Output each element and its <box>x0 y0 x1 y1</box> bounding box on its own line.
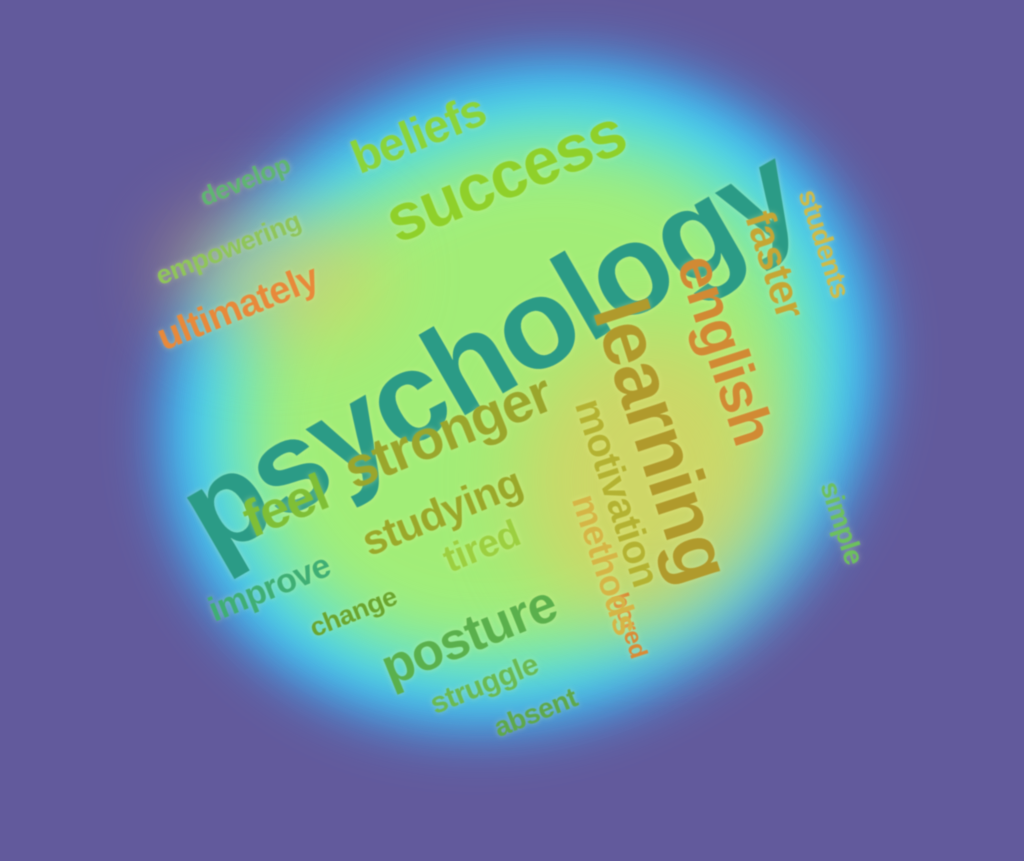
glow-halo <box>170 210 380 340</box>
word-cloud: psychology success beliefs develop empow… <box>37 0 1003 861</box>
glow-halo <box>520 330 780 630</box>
